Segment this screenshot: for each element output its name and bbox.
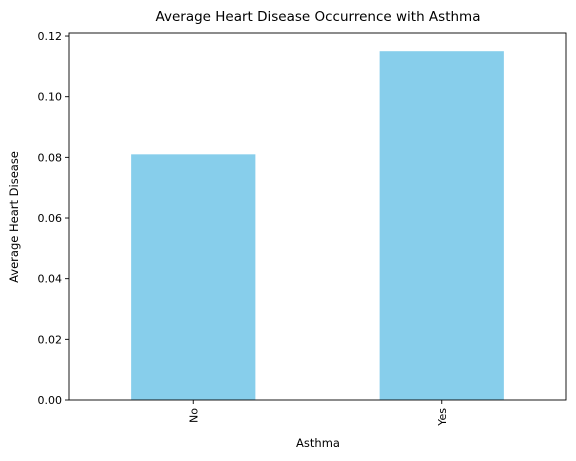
y-tick-label: 0.06 [38, 212, 63, 225]
y-tick-label: 0.08 [38, 151, 63, 164]
x-axis-ticks: No Yes [187, 400, 449, 427]
chart-title: Average Heart Disease Occurrence with As… [156, 9, 481, 25]
y-tick-label: 0.12 [38, 30, 63, 43]
plot-frame [68, 32, 567, 401]
x-tick-label-yes: Yes [436, 408, 449, 427]
y-tick-label: 0.04 [38, 273, 63, 286]
y-tick-label: 0.10 [38, 91, 63, 104]
bars-group [131, 51, 504, 400]
bar-yes [379, 51, 504, 400]
y-axis-ticks: 0.00 0.02 0.04 0.06 0.08 0.10 0.12 [38, 30, 69, 407]
bar-no [131, 154, 256, 400]
x-tick-label-no: No [187, 408, 200, 423]
x-axis-label: Asthma [296, 436, 340, 450]
y-tick-label: 0.00 [38, 394, 63, 407]
y-tick-label: 0.02 [38, 333, 63, 346]
y-axis-label: Average Heart Disease [7, 151, 21, 283]
